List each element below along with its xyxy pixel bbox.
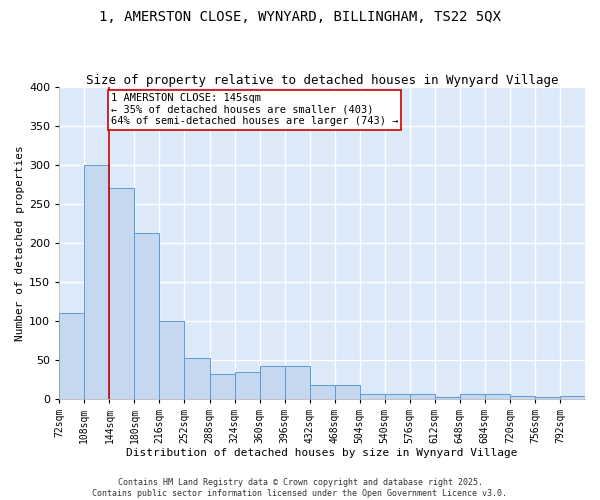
Bar: [310, 385, 335, 399]
Bar: [109, 188, 134, 399]
Bar: [85, 165, 109, 399]
Bar: [209, 374, 235, 399]
Bar: [410, 394, 435, 399]
Bar: [284, 366, 310, 399]
Bar: [235, 372, 260, 399]
Bar: [260, 366, 284, 399]
Bar: [134, 233, 160, 399]
Bar: [385, 394, 410, 399]
Title: Size of property relative to detached houses in Wynyard Village: Size of property relative to detached ho…: [86, 74, 559, 87]
Text: Contains HM Land Registry data © Crown copyright and database right 2025.
Contai: Contains HM Land Registry data © Crown c…: [92, 478, 508, 498]
Text: 1, AMERSTON CLOSE, WYNYARD, BILLINGHAM, TS22 5QX: 1, AMERSTON CLOSE, WYNYARD, BILLINGHAM, …: [99, 10, 501, 24]
Text: 1 AMERSTON CLOSE: 145sqm
← 35% of detached houses are smaller (403)
64% of semi-: 1 AMERSTON CLOSE: 145sqm ← 35% of detach…: [111, 93, 398, 126]
Bar: [535, 396, 560, 399]
X-axis label: Distribution of detached houses by size in Wynyard Village: Distribution of detached houses by size …: [127, 448, 518, 458]
Bar: [335, 385, 360, 399]
Bar: [59, 313, 85, 399]
Bar: [360, 394, 385, 399]
Bar: [510, 396, 535, 399]
Y-axis label: Number of detached properties: Number of detached properties: [15, 145, 25, 341]
Bar: [435, 398, 460, 399]
Bar: [560, 396, 585, 399]
Bar: [460, 394, 485, 399]
Bar: [184, 358, 209, 399]
Bar: [485, 394, 510, 399]
Bar: [160, 321, 184, 399]
